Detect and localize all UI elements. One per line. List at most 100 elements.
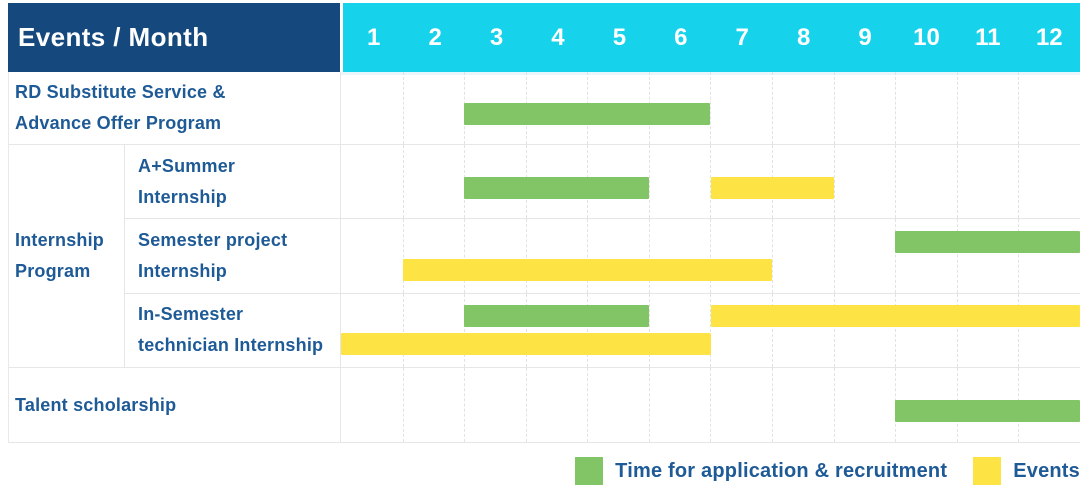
legend: Time for application & recruitment Events [8, 457, 1080, 485]
grid-cell [833, 145, 896, 219]
grid-cell [956, 219, 1019, 293]
row-chart-area [341, 72, 1080, 144]
group-subrows: A+Summer Internship Semester project Inte… [125, 145, 1080, 367]
month-label: 8 [796, 23, 811, 51]
grid-cell [648, 368, 711, 442]
gantt-bar-application [464, 305, 649, 328]
month-label: 2 [428, 23, 442, 51]
grid-cell [833, 368, 896, 442]
table-header-row: Events / Month 1 2 3 4 5 6 7 8 9 10 11 12 [8, 3, 1080, 72]
gantt-bar-application [895, 400, 1080, 422]
grid-cell [341, 294, 403, 367]
group-label: Internship Program [9, 145, 125, 367]
row-chart-area [341, 293, 1080, 367]
table-row: A+Summer Internship [125, 145, 1080, 220]
grid-cell [648, 145, 711, 219]
grid-cell [464, 219, 526, 293]
row-label: RD Substitute Service & Advance Offer Pr… [9, 72, 341, 144]
legend-swatch-event [973, 457, 1002, 485]
month-label: 5 [612, 23, 627, 51]
gantt-bar-event [710, 176, 834, 199]
month-label: 1 [367, 23, 381, 51]
month-label: 3 [489, 23, 504, 51]
grid-cell [772, 72, 834, 144]
table-row: Semester project Internship [125, 219, 1080, 294]
month-label: 6 [674, 23, 688, 51]
grid-cell [833, 72, 896, 144]
grid-cell [1018, 219, 1080, 293]
grid-cell [341, 145, 403, 218]
row-label: A+Summer Internship [125, 145, 341, 219]
gantt-bar-application [464, 176, 649, 199]
grid-cell [895, 293, 957, 367]
schedule-table: Events / Month 1 2 3 4 5 6 7 8 9 10 11 12 RD Substi… [8, 3, 1080, 443]
grid-cell [464, 368, 526, 442]
grid-cell [587, 293, 649, 367]
month-label: 11 [975, 23, 1001, 51]
grid-cell [895, 72, 957, 144]
legend-label: Time for application & recruitment [615, 459, 948, 482]
grid-cell [525, 293, 588, 367]
grid-cell [525, 368, 588, 442]
grid-cell [772, 293, 834, 367]
grid-cell [710, 368, 772, 442]
grid-cell [648, 293, 711, 367]
grid-cell [402, 219, 465, 293]
grid-cell [587, 368, 649, 442]
grid-cell [525, 219, 588, 293]
legend-swatch-application [575, 457, 604, 485]
table-row: In-Semester technician Internship [125, 293, 1080, 367]
month-label: 7 [735, 23, 749, 51]
grid-cell [341, 368, 403, 442]
row-chart-area [341, 219, 1080, 293]
gantt-bar-application [464, 103, 711, 125]
months-header: 1 2 3 4 5 6 7 8 9 10 11 12 [340, 3, 1080, 72]
table-row: Talent scholarship [9, 368, 1080, 443]
grid-cell [833, 293, 896, 367]
gantt-bar-event [341, 333, 711, 356]
grid-cell [710, 72, 772, 144]
row-label: In-Semester technician Internship [125, 293, 341, 367]
grid-cell [402, 72, 465, 144]
grid-cell [956, 72, 1019, 144]
grid-cell [402, 145, 465, 219]
grid-cell [341, 219, 403, 292]
grid-cell [1018, 145, 1080, 219]
grid-cell [710, 293, 772, 367]
legend-item: Events [973, 457, 1080, 485]
grid-cell [833, 219, 896, 293]
table-row: RD Substitute Service & Advance Offer Pr… [9, 72, 1080, 145]
row-chart-area [341, 368, 1080, 442]
grid-cell [341, 72, 403, 144]
grid-cell [710, 219, 772, 293]
grid-cell [772, 368, 834, 442]
grid-cell [1018, 293, 1080, 367]
grid-cell [402, 293, 465, 367]
month-label: 10 [913, 23, 940, 51]
row-chart-area [341, 145, 1080, 219]
grid-cell [772, 219, 834, 293]
month-label: 4 [551, 23, 565, 51]
month-label: 12 [1035, 23, 1063, 51]
month-label: 9 [858, 23, 872, 51]
row-label: Semester project Internship [125, 219, 341, 293]
grid-cell [1018, 72, 1080, 144]
table-body: RD Substitute Service & Advance Offer Pr… [8, 72, 1080, 443]
grid-cell [402, 368, 465, 442]
legend-label: Events [1013, 459, 1080, 482]
grid-cell [648, 219, 711, 293]
table-group-row: Internship Program A+Summer Internship Sem… [9, 145, 1080, 368]
grid-cell [464, 293, 526, 367]
grid-cell [895, 145, 957, 219]
legend-item: Time for application & recruitment [575, 457, 947, 485]
grid-cell [956, 145, 1019, 219]
gantt-bar-event [402, 258, 773, 281]
events-month-header: Events / Month [8, 3, 340, 72]
gantt-bar-application [895, 230, 1080, 253]
row-label: Talent scholarship [9, 368, 341, 442]
grid-cell [956, 293, 1019, 367]
gantt-bar-event [710, 305, 1080, 328]
grid-cell [895, 219, 957, 293]
grid-cell [587, 219, 649, 293]
